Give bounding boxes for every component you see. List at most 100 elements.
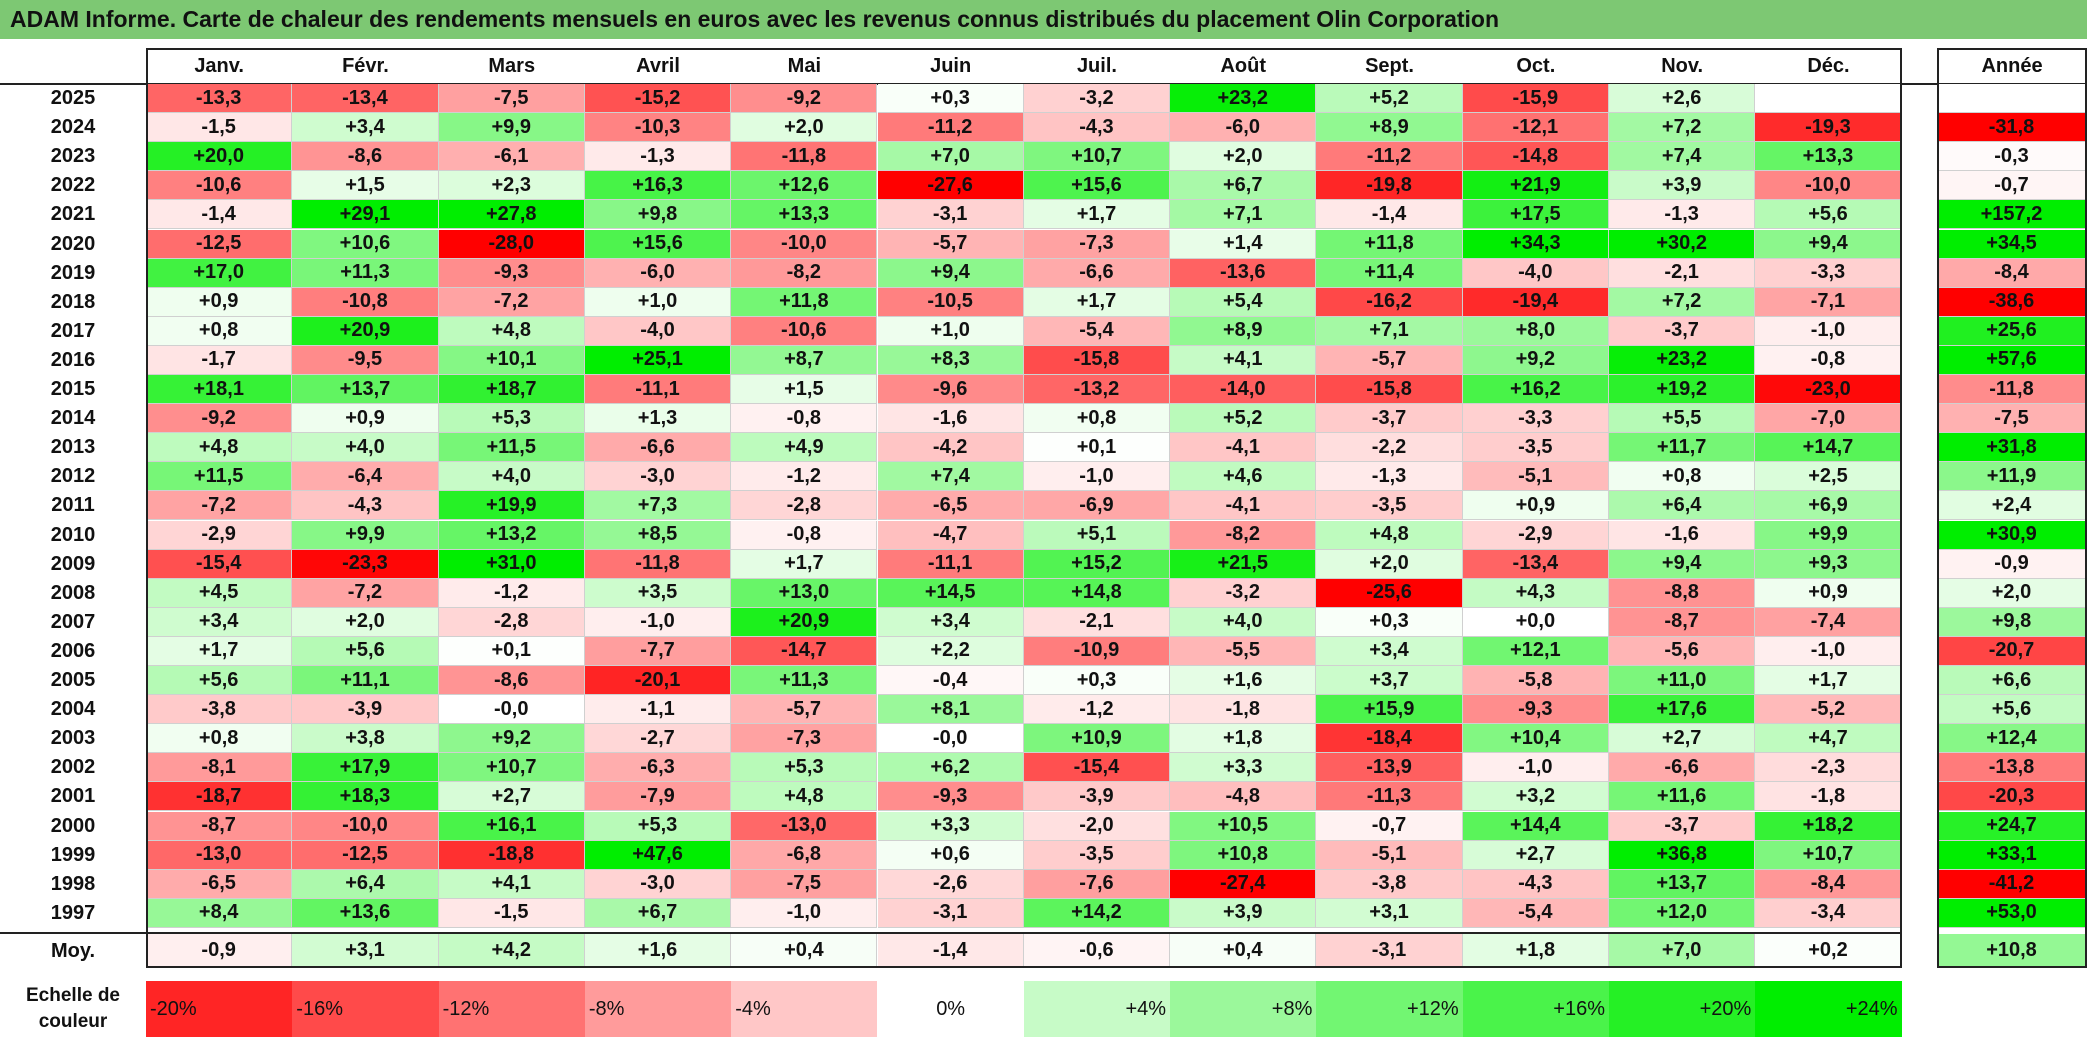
heatmap-cell: +11,8: [731, 287, 878, 317]
heatmap-cell: -5,5: [1170, 636, 1317, 666]
heatmap-cell: -3,0: [584, 462, 732, 492]
heatmap-cell: +5,1: [1023, 520, 1171, 550]
heatmap-cell: +8,7: [731, 345, 878, 375]
heatmap-cell: -27,4: [1170, 869, 1317, 899]
heatmap-cell: +5,6: [292, 636, 439, 666]
annual-cell: -20,7: [1937, 636, 2087, 666]
heatmap-cell: +8,5: [584, 520, 732, 550]
heatmap-cell: -5,4: [1023, 316, 1171, 346]
heatmap-cell: -10,9: [1023, 636, 1171, 666]
heatmap-cell: +2,0: [731, 113, 878, 143]
year-label: 2017: [50, 319, 96, 342]
heatmap-cell: +15,6: [584, 229, 732, 259]
heatmap-cell: +2,7: [1462, 840, 1609, 870]
heatmap-cell: +0,8: [146, 724, 293, 754]
heatmap-cell: -7,5: [438, 84, 585, 114]
year-label: 2012: [50, 465, 96, 488]
annual-cell: -31,8: [1937, 113, 2087, 143]
heatmap-cell: -3,2: [1170, 578, 1317, 608]
heatmap-cell: -15,4: [146, 549, 293, 579]
heatmap-cell: +17,6: [1609, 695, 1756, 725]
heatmap-cell: +1,7: [1023, 200, 1171, 230]
month-header: Déc.: [1807, 54, 1850, 77]
heatmap-cell: -1,7: [146, 345, 293, 375]
heatmap-cell: +12,1: [1462, 636, 1609, 666]
heatmap-cell: +6,7: [1170, 171, 1317, 201]
month-header: Juin: [930, 54, 972, 77]
year-label: 2002: [50, 756, 96, 779]
heatmap-cell: +12,6: [731, 171, 878, 201]
annual-cell: +30,9: [1937, 520, 2087, 550]
heatmap-cell: -7,6: [1023, 869, 1171, 899]
heatmap-cell: +9,3: [1755, 549, 1902, 579]
heatmap-cell: -19,4: [1462, 287, 1609, 317]
average-cell: +1,6: [584, 934, 732, 968]
heatmap-cell: -3,5: [1023, 840, 1171, 870]
annual-cell: +6,6: [1937, 666, 2087, 696]
heatmap-cell: -15,8: [1316, 375, 1463, 405]
annual-cell: +5,6: [1937, 695, 2087, 725]
heatmap-cell: +11,3: [731, 666, 878, 696]
heatmap-cell: +5,4: [1170, 287, 1317, 317]
heatmap-cell: +13,3: [1755, 142, 1902, 172]
average-cell: +7,0: [1609, 934, 1756, 968]
heatmap-cell: -11,3: [1316, 782, 1463, 812]
month-header: Oct.: [1516, 54, 1556, 77]
heatmap-cell: -4,1: [1170, 433, 1317, 463]
year-label: 2022: [50, 174, 96, 197]
heatmap-cell: -2,8: [438, 607, 585, 637]
heatmap-cell: -6,0: [1170, 113, 1317, 143]
year-label: 1999: [50, 843, 96, 866]
color-scale-label: Echelle de couleur: [26, 984, 120, 1032]
year-label: 2021: [50, 203, 96, 226]
heatmap-cell: -2,9: [1462, 520, 1609, 550]
month-header: Févr.: [342, 54, 389, 77]
heatmap-cell: -1,6: [877, 404, 1024, 434]
heatmap-cell: +5,2: [1170, 404, 1317, 434]
year-label: 2018: [50, 290, 96, 313]
heatmap-cell: +18,3: [292, 782, 439, 812]
heatmap-cell: -3,1: [877, 898, 1024, 928]
heatmap-cell: +47,6: [584, 840, 732, 870]
heatmap-cell: +11,6: [1609, 782, 1756, 812]
heatmap-cell: -10,3: [584, 113, 732, 143]
heatmap-cell: -1,0: [1023, 462, 1171, 492]
year-label: 1997: [50, 901, 96, 924]
heatmap-cell: -18,4: [1316, 724, 1463, 754]
heatmap-cell: +7,2: [1609, 287, 1756, 317]
heatmap-cell: -23,3: [292, 549, 439, 579]
color-scale-stop: +12%: [1316, 981, 1463, 1037]
year-label: 2011: [51, 494, 95, 517]
heatmap-cell: +8,0: [1462, 316, 1609, 346]
year-label: 2020: [50, 232, 96, 255]
heatmap-cell: +23,2: [1170, 84, 1317, 114]
heatmap-cell: +34,3: [1462, 229, 1609, 259]
heatmap-cell: +0,9: [1755, 578, 1902, 608]
annual-cell: +11,9: [1937, 462, 2087, 492]
heatmap-cell: -11,2: [1316, 142, 1463, 172]
month-header: Sept.: [1365, 54, 1414, 77]
heatmap-cell: -2,6: [877, 869, 1024, 899]
heatmap-cell: +2,7: [1609, 724, 1756, 754]
heatmap-cell: +0,8: [1609, 462, 1756, 492]
heatmap-cell: -3,5: [1462, 433, 1609, 463]
heatmap-cell: +4,3: [1462, 578, 1609, 608]
heatmap-cell: +2,0: [1170, 142, 1317, 172]
heatmap-cell: -5,8: [1462, 666, 1609, 696]
heatmap-cell: -7,2: [292, 578, 439, 608]
heatmap-cell: -1,2: [438, 578, 585, 608]
heatmap-cell: -23,0: [1755, 375, 1902, 405]
heatmap-cell: +3,4: [1316, 636, 1463, 666]
heatmap-cell: -10,6: [731, 316, 878, 346]
heatmap-cell: -2,8: [731, 491, 878, 521]
heatmap-cell: -1,4: [146, 200, 293, 230]
heatmap-cell: +9,9: [1755, 520, 1902, 550]
heatmap-cell: -1,1: [584, 695, 732, 725]
heatmap-cell: -6,9: [1023, 491, 1171, 521]
heatmap-cell: +8,4: [146, 898, 293, 928]
average-cell: +0,4: [1170, 934, 1317, 968]
heatmap-cell: -7,1: [1755, 287, 1902, 317]
heatmap-cell: +14,7: [1755, 433, 1902, 463]
heatmap-cell: -10,8: [292, 287, 439, 317]
heatmap-cell: +14,5: [877, 578, 1024, 608]
